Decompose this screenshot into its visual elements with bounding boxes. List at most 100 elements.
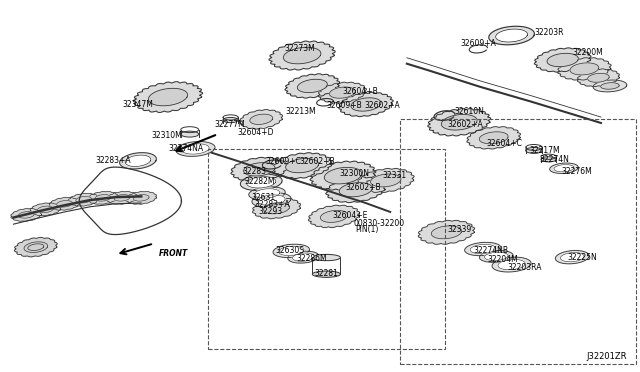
Polygon shape — [231, 157, 287, 181]
Polygon shape — [88, 192, 118, 204]
Polygon shape — [479, 250, 513, 262]
Text: 32609+B: 32609+B — [326, 101, 362, 110]
Polygon shape — [339, 183, 372, 197]
Polygon shape — [258, 195, 285, 205]
Text: 32217M: 32217M — [529, 146, 560, 155]
Polygon shape — [292, 253, 314, 261]
Polygon shape — [431, 226, 461, 239]
Polygon shape — [76, 196, 92, 203]
Polygon shape — [38, 206, 53, 213]
Polygon shape — [484, 252, 508, 260]
Ellipse shape — [541, 157, 556, 162]
Text: 32200M: 32200M — [572, 48, 603, 57]
Polygon shape — [588, 73, 609, 82]
Polygon shape — [30, 203, 61, 216]
Polygon shape — [419, 220, 475, 244]
Polygon shape — [339, 92, 393, 117]
Polygon shape — [253, 198, 301, 219]
Text: 32281: 32281 — [314, 269, 339, 278]
Text: 32347M: 32347M — [122, 100, 154, 109]
Polygon shape — [330, 87, 355, 98]
Polygon shape — [479, 132, 508, 144]
Polygon shape — [11, 209, 42, 221]
Polygon shape — [278, 246, 304, 256]
Text: 32604+B: 32604+B — [342, 87, 378, 96]
Text: 32286M: 32286M — [296, 254, 327, 263]
Polygon shape — [125, 155, 151, 167]
Text: 32273M: 32273M — [284, 44, 315, 53]
Text: 32283: 32283 — [242, 167, 266, 176]
Text: 32277M: 32277M — [214, 121, 245, 129]
Polygon shape — [252, 193, 291, 208]
Polygon shape — [19, 212, 34, 218]
Polygon shape — [57, 201, 72, 207]
Polygon shape — [561, 253, 584, 262]
Polygon shape — [492, 257, 531, 272]
Text: J32201ZR: J32201ZR — [586, 352, 627, 361]
Text: 32274NB: 32274NB — [473, 246, 508, 255]
Polygon shape — [554, 164, 574, 172]
Text: 32293: 32293 — [258, 208, 282, 217]
Polygon shape — [358, 169, 414, 192]
Text: 32274N: 32274N — [539, 155, 569, 164]
Polygon shape — [133, 195, 149, 201]
Text: 32300N: 32300N — [339, 169, 369, 177]
Polygon shape — [556, 250, 589, 264]
Polygon shape — [120, 153, 156, 169]
Ellipse shape — [180, 131, 198, 137]
Polygon shape — [593, 80, 627, 92]
Text: 32310M: 32310M — [151, 131, 182, 141]
Text: 32602+A: 32602+A — [448, 121, 483, 129]
Polygon shape — [182, 144, 209, 154]
Polygon shape — [324, 167, 362, 184]
Polygon shape — [269, 41, 335, 70]
Polygon shape — [95, 195, 111, 201]
Polygon shape — [288, 251, 319, 263]
Text: 32213M: 32213M — [285, 108, 316, 116]
Polygon shape — [465, 242, 501, 256]
Polygon shape — [321, 211, 348, 222]
Text: 32602+B: 32602+B — [346, 183, 381, 192]
Polygon shape — [310, 161, 376, 190]
Polygon shape — [534, 48, 591, 72]
Text: FRONT: FRONT — [159, 249, 188, 258]
Polygon shape — [428, 109, 491, 136]
Text: 32609+C: 32609+C — [266, 157, 301, 166]
Text: 32282M: 32282M — [244, 177, 275, 186]
Polygon shape — [244, 163, 275, 176]
Text: 32604+C: 32604+C — [486, 139, 522, 148]
Ellipse shape — [223, 118, 238, 123]
Polygon shape — [250, 114, 273, 125]
Polygon shape — [601, 83, 619, 89]
Ellipse shape — [312, 254, 340, 261]
Polygon shape — [489, 26, 534, 45]
Polygon shape — [498, 259, 525, 270]
Text: 32203R: 32203R — [534, 28, 563, 37]
Polygon shape — [273, 244, 310, 257]
Text: 32630S: 32630S — [275, 246, 304, 255]
Polygon shape — [176, 141, 215, 156]
Polygon shape — [550, 163, 578, 173]
Text: 32331: 32331 — [383, 171, 406, 180]
Polygon shape — [570, 63, 599, 75]
Polygon shape — [133, 81, 203, 112]
Polygon shape — [371, 174, 401, 187]
Polygon shape — [249, 187, 285, 200]
Polygon shape — [326, 177, 386, 203]
Polygon shape — [351, 98, 381, 111]
Polygon shape — [148, 88, 188, 106]
Ellipse shape — [525, 147, 542, 153]
Polygon shape — [308, 205, 360, 228]
Text: 32604+E: 32604+E — [333, 211, 368, 220]
Text: 32631: 32631 — [252, 193, 276, 202]
Polygon shape — [15, 237, 57, 257]
Text: 32204M: 32204M — [487, 255, 518, 264]
Text: 32283+A: 32283+A — [95, 155, 131, 164]
Text: 32203RA: 32203RA — [507, 263, 541, 272]
Polygon shape — [68, 193, 99, 206]
Text: 32602+A: 32602+A — [365, 101, 401, 110]
Polygon shape — [285, 158, 319, 173]
Polygon shape — [126, 192, 157, 204]
Polygon shape — [470, 244, 495, 254]
Text: 32609+A: 32609+A — [461, 39, 497, 48]
